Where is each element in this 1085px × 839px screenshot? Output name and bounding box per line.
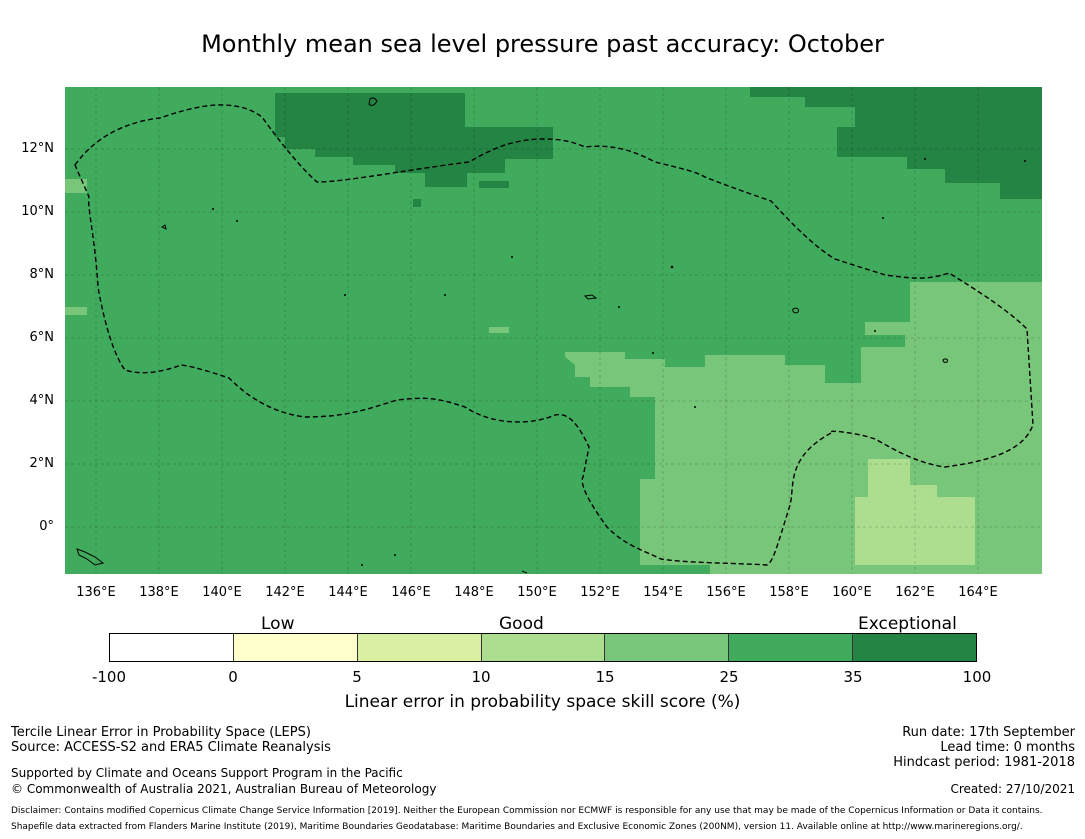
colorbar-segment [729, 634, 854, 661]
legend-category-good: Good [499, 614, 544, 634]
lon-label: 152°E [580, 585, 620, 600]
region-exceptional-patch [479, 181, 509, 188]
lon-label: 148°E [454, 585, 494, 600]
skill-score-map [65, 87, 1042, 574]
lon-label: 154°E [643, 585, 683, 600]
chart-title: Monthly mean sea level pressure past acc… [201, 30, 884, 58]
colorbar-title: Linear error in probability space skill … [344, 692, 741, 712]
colorbar-tick: 100 [962, 668, 992, 686]
disclaimer-text: Disclaimer: Contains modified Copernicus… [11, 806, 1043, 816]
lon-label: 162°E [895, 585, 935, 600]
islands [76, 97, 948, 574]
lon-label: 158°E [769, 585, 809, 600]
lat-label: 10°N [21, 204, 54, 219]
colorbar-segment [605, 634, 730, 661]
region-exceptional-patch [413, 199, 421, 207]
colorbar-segment [357, 634, 482, 661]
method-text: Tercile Linear Error in Probability Spac… [11, 725, 311, 740]
support-text: Supported by Climate and Oceans Support … [11, 766, 403, 780]
region-exceptional-north-central [275, 93, 553, 187]
shapefile-text: Shapefile data extracted from Flanders M… [11, 822, 1023, 832]
colorbar-tick: 25 [719, 668, 739, 686]
source-text: Source: ACCESS-S2 and ERA5 Climate Reana… [11, 740, 331, 755]
region-good-patch [489, 327, 509, 333]
legend-category-low: Low [261, 614, 295, 634]
map-canvas [65, 87, 1042, 574]
lon-label: 144°E [328, 585, 368, 600]
run-date: Run date: 17th September [902, 725, 1075, 740]
colorbar-tick: 15 [595, 668, 615, 686]
eez-boundary [74, 104, 1034, 566]
lat-label: 2°N [29, 456, 55, 471]
lat-label: 6°N [29, 330, 55, 345]
colorbar [109, 633, 977, 662]
region-exceptional-north-east [750, 87, 1042, 199]
graticule [65, 87, 1042, 574]
colorbar-tick: 10 [471, 668, 491, 686]
lat-label: 8°N [29, 267, 55, 282]
lon-label: 156°E [706, 585, 746, 600]
colorbar-segment [110, 634, 234, 661]
lead-time: Lead time: 0 months [940, 740, 1075, 755]
lon-label: 138°E [139, 585, 179, 600]
colorbar-tick: 0 [228, 668, 238, 686]
region-good-patch [65, 179, 87, 193]
lon-label: 142°E [265, 585, 305, 600]
colorbar-segment [233, 634, 358, 661]
islets [212, 158, 1026, 566]
colorbar-segment [853, 634, 977, 661]
colorbar-tick: -100 [91, 668, 127, 686]
lon-label: 136°E [76, 585, 116, 600]
copyright-text: © Commonwealth of Australia 2021, Austra… [11, 782, 437, 796]
created-date: Created: 27/10/2021 [950, 782, 1075, 796]
lat-label: 4°N [29, 393, 55, 408]
region-good-patch [65, 307, 87, 315]
lon-label: 150°E [517, 585, 557, 600]
hindcast-period: Hindcast period: 1981-2018 [893, 755, 1075, 770]
lon-label: 146°E [391, 585, 431, 600]
lon-label: 160°E [832, 585, 872, 600]
lat-label: 0° [39, 519, 54, 534]
legend-category-exceptional: Exceptional [858, 614, 957, 634]
lat-label: 12°N [21, 141, 54, 156]
colorbar-tick: 35 [843, 668, 863, 686]
lon-label: 164°E [958, 585, 998, 600]
colorbar-segment [481, 634, 606, 661]
colorbar-tick: 5 [352, 668, 362, 686]
lon-label: 140°E [202, 585, 242, 600]
region-moderate-south-east [855, 459, 975, 565]
